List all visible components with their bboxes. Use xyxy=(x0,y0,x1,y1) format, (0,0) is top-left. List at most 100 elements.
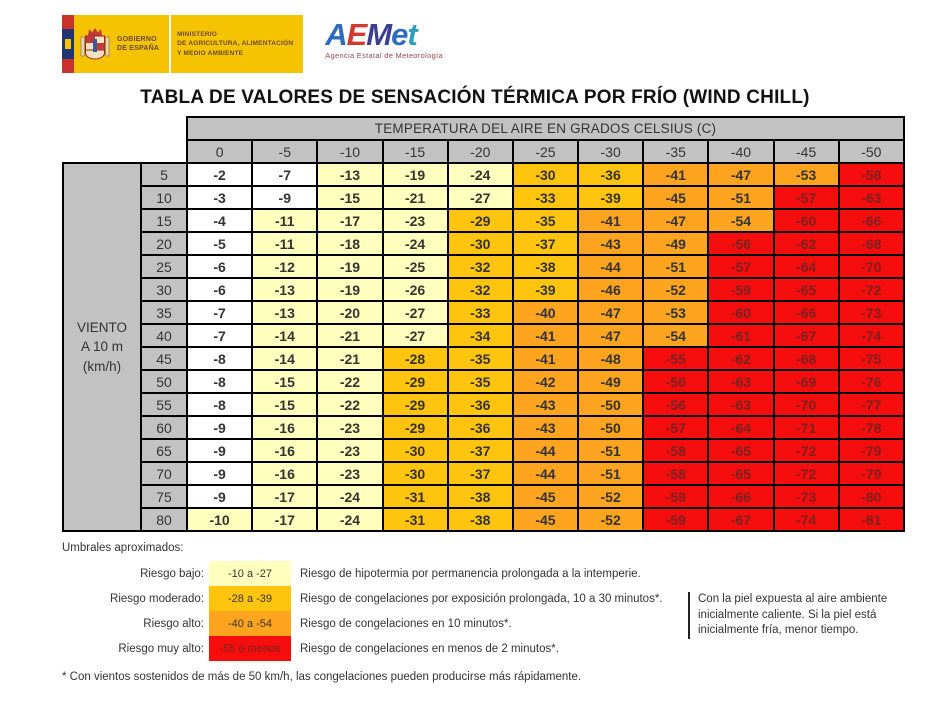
wind-chill-cell: -81 xyxy=(837,507,906,532)
legend-swatch: -28 a -39 xyxy=(209,586,291,611)
aemet-letter: A xyxy=(325,17,347,52)
temp-header-row: TEMPERATURA DEL AIRE EN GRADOS CELSIUS (… xyxy=(63,116,905,141)
wind-chill-cell: -10 xyxy=(185,507,254,532)
table-wrap: TEMPERATURA DEL AIRE EN GRADOS CELSIUS (… xyxy=(62,116,950,532)
wind-chill-cell: -41 xyxy=(511,323,580,348)
wind-chill-cell: -72 xyxy=(772,438,840,463)
wind-chill-cell: -38 xyxy=(511,254,580,279)
wind-chill-cell: -24 xyxy=(316,507,384,532)
wind-chill-cell: -74 xyxy=(772,507,840,532)
wind-chill-cell: -67 xyxy=(772,323,840,348)
wind-chill-cell: -24 xyxy=(381,231,449,256)
wind-chill-cell: -43 xyxy=(511,392,580,417)
wind-chill-cell: -63 xyxy=(707,369,775,394)
legend-swatch: -40 a -54 xyxy=(209,611,291,636)
wind-speed-cell: 75 xyxy=(140,484,188,509)
wind-chill-cell: -51 xyxy=(577,438,645,463)
wind-chill-cell: -6 xyxy=(185,254,254,279)
table-row: VIENTO A 10 m (km/h) 5 -2 -7 -13 -19 -24 -30 -36 -4… xyxy=(62,162,906,532)
wind-chill-cell: -39 xyxy=(577,185,645,210)
temp-header-cell: -15 xyxy=(381,139,449,164)
legend-label: Riesgo muy alto: xyxy=(118,642,204,655)
wind-chill-cell: -41 xyxy=(577,208,645,233)
wind-chill-cell: -23 xyxy=(316,438,384,463)
table-row: 70 -9 -16 -23 -30 -37 -44 -51 -58 -65 -72 -79 xyxy=(63,461,906,486)
wind-speed-cell: 10 xyxy=(140,185,188,210)
wind-chill-cell: -32 xyxy=(446,277,514,302)
wind-chill-cell: -27 xyxy=(381,323,449,348)
aemet-letter: e xyxy=(391,17,408,52)
wind-chill-cell: -66 xyxy=(772,300,840,325)
spain-coat-of-arms-icon xyxy=(80,28,110,60)
wind-chill-cell: -60 xyxy=(772,208,840,233)
legend-row: Riesgo moderado: -28 a -39 Riesgo de conge… xyxy=(62,586,950,611)
wind-speed-cell: 35 xyxy=(140,300,188,325)
wind-chill-cell: -74 xyxy=(837,323,906,348)
wind-chill-cell: -52 xyxy=(642,277,710,302)
wind-chill-cell: -16 xyxy=(251,461,319,486)
wind-chill-cell: -35 xyxy=(511,208,580,233)
temp-header-cell: -25 xyxy=(511,139,580,164)
wind-chill-cell: -69 xyxy=(772,369,840,394)
legend-label: Riesgo bajo: xyxy=(140,567,204,580)
wind-chill-cell: -62 xyxy=(772,231,840,256)
wind-speed-cell: 5 xyxy=(140,162,188,187)
wind-chill-cell: -28 xyxy=(381,346,449,371)
wind-chill-cell: -60 xyxy=(707,300,775,325)
legend-label: Riesgo moderado: xyxy=(110,592,204,605)
table-corner xyxy=(63,140,187,163)
wind-chill-cell: -44 xyxy=(511,438,580,463)
wind-chill-cell: -23 xyxy=(316,461,384,486)
ministerio-box: MINISTERIO DE AGRICULTURA, ALIMENTACIÓN … xyxy=(171,15,304,73)
wind-chill-cell: -12 xyxy=(251,254,319,279)
spain-flag-strip xyxy=(62,15,74,73)
temp-header-cell: -35 xyxy=(642,139,710,164)
wind-chill-cell: -73 xyxy=(837,300,906,325)
wind-chill-cell: -8 xyxy=(185,346,254,371)
wind-chill-cell: -61 xyxy=(707,323,775,348)
wind-chill-cell: -58 xyxy=(642,461,710,486)
page: GOBIERNO DE ESPAÑA MINISTERIO DE AGRICUL… xyxy=(0,15,950,702)
gobierno-box: GOBIERNO DE ESPAÑA xyxy=(74,15,170,73)
table-row: 25 -6 -12 -19 -25 -32 -38 -44 -51 -57 -64 -70 xyxy=(63,254,906,279)
wind-chill-cell: -51 xyxy=(642,254,710,279)
page-title: TABLA DE VALORES DE SENSACIÓN TÉRMICA PO… xyxy=(140,87,810,108)
aemet-letter: t xyxy=(407,17,417,52)
wind-chill-cell: -56 xyxy=(642,369,710,394)
wind-chill-cell: -67 xyxy=(707,507,775,532)
wind-chill-cell: -30 xyxy=(381,438,449,463)
wind-chill-cell: -55 xyxy=(642,346,710,371)
wind-speed-cell: 40 xyxy=(140,323,188,348)
wind-chill-cell: -68 xyxy=(772,346,840,371)
legend-desc: Riesgo de congelaciones por exposición p… xyxy=(300,592,663,605)
wind-chill-cell: -7 xyxy=(251,162,319,187)
wind-chill-cell: -48 xyxy=(577,346,645,371)
wind-chill-cell: -2 xyxy=(185,162,254,187)
wind-chill-cell: -47 xyxy=(707,162,775,187)
wind-chill-cell: -53 xyxy=(772,162,840,187)
wind-chill-cell: -45 xyxy=(642,185,710,210)
wind-chill-cell: -51 xyxy=(577,461,645,486)
wind-chill-cell: -66 xyxy=(707,484,775,509)
wind-chill-cell: -17 xyxy=(251,507,319,532)
wind-chill-cell: -29 xyxy=(381,392,449,417)
legend-row: Riesgo alto: -40 a -54 Riesgo de congelaci… xyxy=(62,611,950,636)
aemet-subtitle: Agencia Estatal de Meteorología xyxy=(325,51,443,60)
wind-chill-cell: -29 xyxy=(446,208,514,233)
temp-header-cell: -45 xyxy=(772,139,840,164)
wind-chill-cell: -9 xyxy=(251,185,319,210)
table-corner xyxy=(63,117,187,140)
wind-chill-cell: -35 xyxy=(446,369,514,394)
wind-chill-cell: -33 xyxy=(446,300,514,325)
wind-chill-cell: -45 xyxy=(511,507,580,532)
wind-chill-cell: -38 xyxy=(446,507,514,532)
wind-chill-cell: -31 xyxy=(381,507,449,532)
wind-chill-cell: -57 xyxy=(642,415,710,440)
wind-chill-cell: -47 xyxy=(577,300,645,325)
wind-chill-cell: -49 xyxy=(577,369,645,394)
wind-chill-cell: -78 xyxy=(837,415,906,440)
footnote: * Con vientos sostenidos de más de 50 km… xyxy=(62,671,582,683)
wind-chill-cell: -21 xyxy=(381,185,449,210)
wind-speed-cell: 55 xyxy=(140,392,188,417)
legend-row: Riesgo muy alto: -55 ó menos Riesgo de con… xyxy=(62,636,950,661)
